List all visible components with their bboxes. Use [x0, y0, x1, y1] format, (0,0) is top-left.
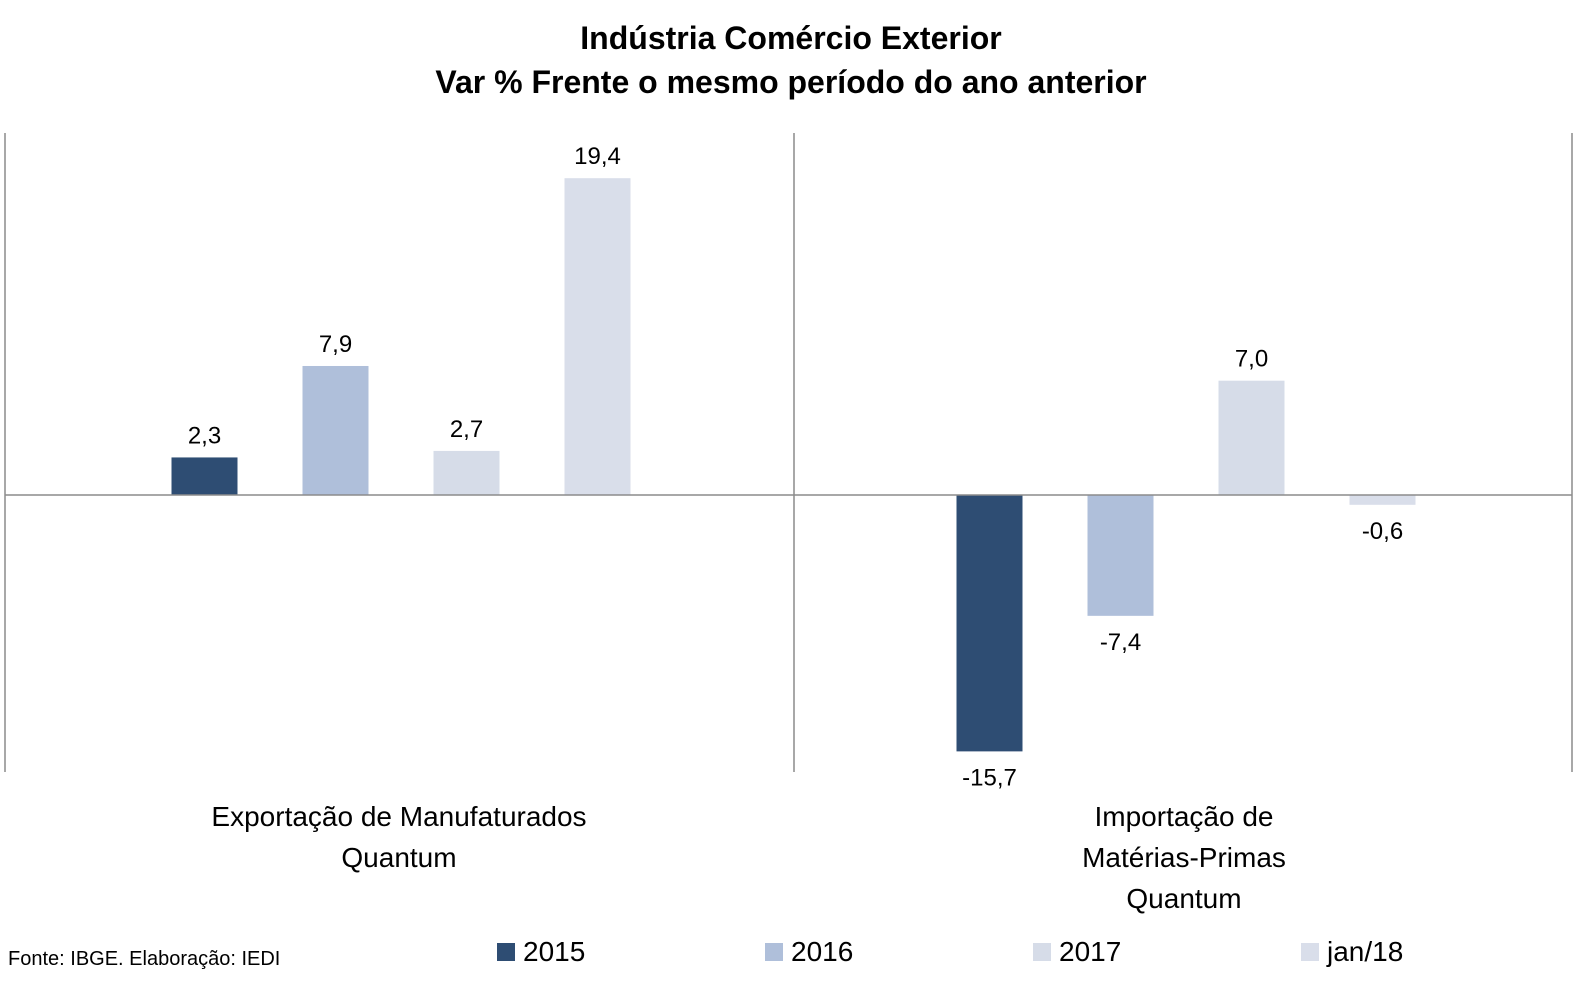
- bar-2017-cat2: [1218, 380, 1285, 495]
- chart-subtitle: Var % Frente o mesmo período do ano ante…: [435, 64, 1147, 100]
- bar-jan-18-cat2: [1349, 495, 1416, 505]
- data-label-jan-18-cat2: -0,6: [1362, 518, 1403, 545]
- data-label-2016-cat2: -7,4: [1100, 629, 1141, 656]
- legend-label: 2015: [523, 936, 586, 967]
- legend-item-2015: 2015: [497, 932, 585, 972]
- category-label-2-line-1: Importação de: [1095, 801, 1274, 832]
- legend-label: 2016: [791, 936, 854, 967]
- category-label-2-line-3: Quantum: [1126, 883, 1241, 914]
- legend-swatch: [1033, 943, 1051, 961]
- legend-label: 2017: [1059, 936, 1122, 967]
- bar-2015-cat2: [956, 495, 1023, 752]
- data-label-2016-cat1: 7,9: [319, 331, 352, 358]
- data-label-2015-cat1: 2,3: [188, 422, 221, 449]
- bar-2015-cat1: [171, 457, 238, 495]
- legend-item-jan-18: jan/18: [1301, 932, 1403, 972]
- data-label-jan-18-cat1: 19,4: [574, 143, 621, 170]
- legend-swatch: [1301, 943, 1319, 961]
- chart-title: Indústria Comércio Exterior: [580, 20, 1002, 56]
- legend-item-2016: 2016: [765, 932, 853, 972]
- category-label-1-line-1: Exportação de Manufaturados: [211, 801, 586, 832]
- bar-2016-cat2: [1087, 495, 1154, 616]
- category-label-2-line-2: Matérias-Primas: [1082, 842, 1286, 873]
- legend-item-2017: 2017: [1033, 932, 1121, 972]
- bar-jan-18-cat1: [564, 178, 631, 495]
- category-label-1-line-2: Quantum: [341, 842, 456, 873]
- data-label-2017-cat1: 2,7: [450, 416, 483, 443]
- bar-2016-cat1: [302, 365, 369, 495]
- data-label-2017-cat2: 7,0: [1235, 346, 1268, 373]
- source-note: Fonte: IBGE. Elaboração: IEDI: [8, 948, 281, 970]
- legend-label: jan/18: [1327, 936, 1404, 967]
- bar-2017-cat1: [433, 450, 500, 495]
- chart-legend: 2015 2016 2017 jan/18: [0, 932, 1582, 972]
- data-label-2015-cat2: -15,7: [962, 764, 1017, 791]
- legend-swatch: [497, 943, 515, 961]
- legend-swatch: [765, 943, 783, 961]
